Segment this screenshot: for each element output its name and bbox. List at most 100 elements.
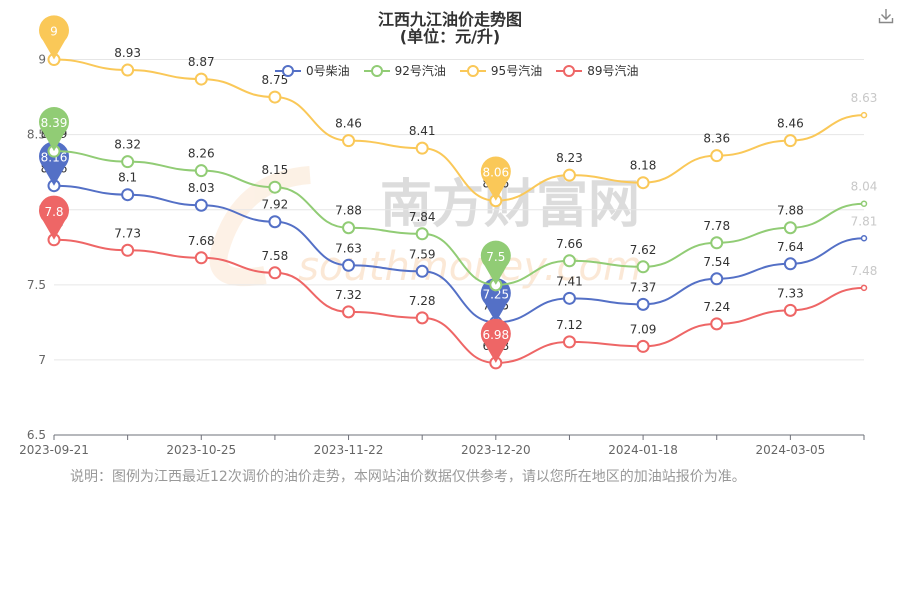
data-point [636, 176, 650, 190]
data-point [121, 188, 135, 202]
min-pin-3-text: 6.98 [482, 328, 509, 342]
max-pin-0: 8.16 [39, 141, 69, 186]
min-pin-2-shape [480, 156, 511, 201]
series-line-1 [53, 150, 865, 286]
min-pin-1: 7.5 [480, 240, 511, 285]
legend-marker [556, 64, 583, 77]
max-pin-2: 9 [39, 15, 69, 60]
data-label: 7.88 [335, 204, 362, 218]
data-point [636, 339, 650, 353]
data-point [710, 272, 724, 286]
data-label: 7.32 [335, 288, 362, 302]
series-line-3 [53, 238, 865, 364]
legend-label: 92号汽油 [394, 64, 446, 78]
data-point [710, 317, 724, 331]
data-point [710, 149, 724, 163]
series-line-0 [53, 184, 865, 324]
data-point [415, 311, 429, 325]
data-point [342, 221, 356, 235]
chart-legend: 0号柴油 92号汽油 95号汽油 89号汽油 [275, 62, 638, 79]
legend-marker [275, 64, 301, 77]
data-label: 7.41 [556, 274, 583, 288]
data-label: 7.48 [851, 264, 878, 278]
chart-subtitle: (单位：元/升) [399, 27, 501, 46]
data-point [121, 63, 135, 77]
data-label: 7.37 [630, 280, 657, 294]
data-point [121, 243, 135, 257]
data-point [562, 254, 576, 268]
data-point [268, 180, 282, 194]
data-point [194, 251, 208, 265]
data-point [562, 291, 576, 305]
data-point [342, 258, 356, 272]
data-label: 8.03 [188, 181, 215, 195]
data-point [636, 297, 650, 311]
min-pin-0-text: 7.25 [482, 287, 509, 301]
data-point [268, 90, 282, 104]
data-label: 7.64 [777, 240, 804, 254]
data-label: 8.41 [409, 124, 436, 138]
data-label: 8.26 [188, 147, 215, 161]
min-pin-2-text: 8.06 [482, 166, 509, 180]
min-pin-3-shape [480, 318, 511, 363]
data-point [710, 236, 724, 250]
x-tick-label: 2023-09-21 [19, 443, 89, 457]
min-pin-3: 6.98 [480, 318, 511, 363]
data-point [636, 260, 650, 274]
max-pin-1: 8.39 [39, 106, 69, 152]
legend-item[interactable]: 95号汽油 [459, 62, 543, 79]
data-label: 7.78 [703, 219, 730, 233]
data-label: 7.73 [114, 226, 141, 240]
data-label: 7.54 [703, 255, 730, 269]
data-label: 8.75 [262, 73, 289, 87]
data-label: 7.88 [777, 204, 804, 218]
data-label: 7.81 [851, 214, 878, 228]
legend-item[interactable]: 0号柴油 [275, 62, 350, 79]
data-point [783, 134, 797, 148]
data-label: 7.58 [262, 249, 289, 263]
y-tick-label: 7.5 [27, 278, 46, 292]
data-point [562, 335, 576, 349]
data-point [121, 155, 135, 169]
legend-item[interactable]: 89号汽油 [556, 62, 638, 79]
data-label: 8.46 [335, 117, 362, 131]
data-label: 8.46 [777, 117, 804, 131]
max-pin-3-shape [39, 195, 69, 240]
data-label: 8.23 [556, 151, 583, 165]
data-point [194, 164, 208, 178]
watermark-subtext: southmoney.com [298, 244, 642, 290]
data-point [783, 221, 797, 235]
data-label: 7.33 [777, 286, 804, 300]
data-label: 8.93 [114, 46, 141, 60]
data-label: 8.36 [703, 132, 730, 146]
legend-item[interactable]: 92号汽油 [363, 62, 446, 79]
data-point [268, 266, 282, 280]
x-tick-label: 2023-12-20 [461, 443, 531, 457]
data-point [415, 264, 429, 278]
data-label: 7.12 [556, 318, 583, 332]
legend-label: 95号汽油 [490, 64, 543, 78]
data-label: 7.68 [188, 234, 215, 248]
data-label: 7.63 [335, 241, 362, 255]
max-pin-3: 7.8 [39, 195, 69, 240]
data-label: 7.59 [409, 247, 436, 261]
max-pin-2-shape [39, 15, 69, 60]
data-label: 7.09 [630, 322, 657, 336]
max-pin-1-text: 8.39 [41, 116, 68, 130]
watermark: 南方财富网 southmoney.com [209, 166, 642, 290]
x-tick-label: 2023-10-25 [166, 443, 236, 457]
legend-label: 0号柴油 [306, 64, 350, 78]
data-point [783, 257, 797, 271]
data-point [860, 200, 868, 207]
data-label: 8.87 [188, 55, 215, 69]
min-pin-0-shape [480, 278, 511, 323]
data-point [342, 134, 356, 148]
legend-marker [363, 64, 390, 77]
data-label: 7.84 [409, 210, 436, 224]
data-point [860, 284, 868, 292]
download-icon[interactable] [876, 6, 896, 26]
data-label: 8.15 [262, 163, 289, 177]
min-pin-0: 7.25 [480, 278, 511, 323]
max-pin-3-text: 7.8 [44, 205, 63, 219]
